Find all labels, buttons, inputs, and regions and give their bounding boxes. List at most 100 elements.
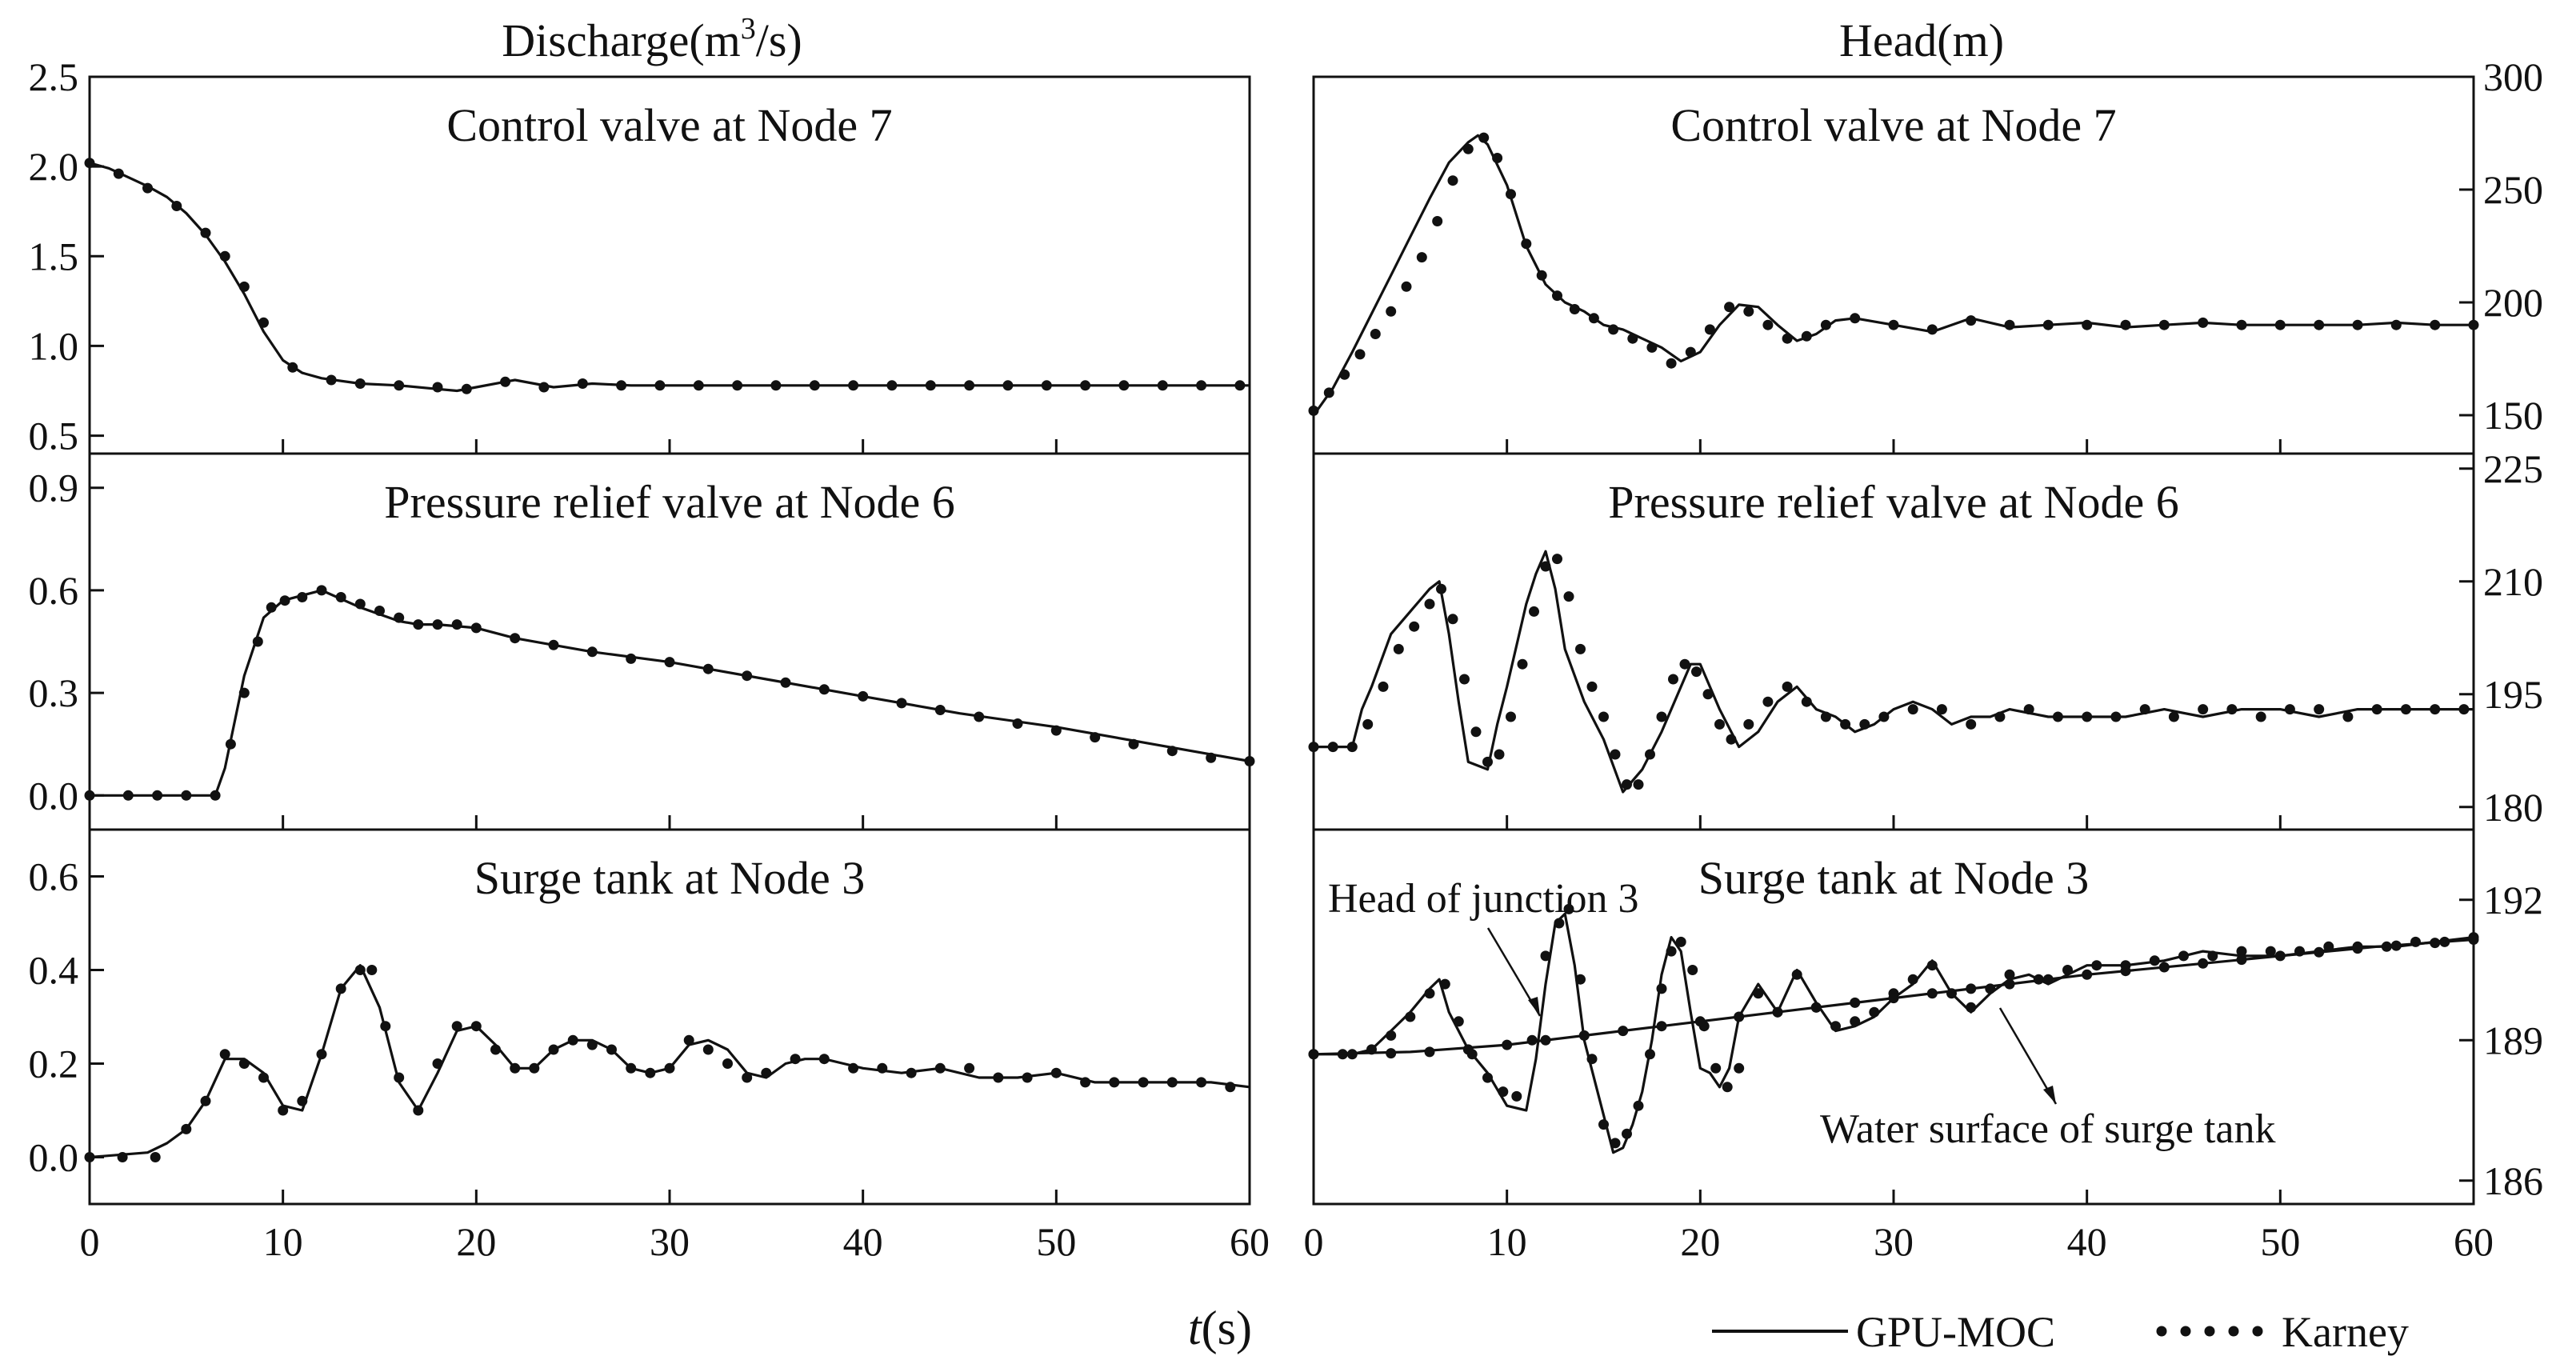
- data-point: [1386, 1030, 1397, 1041]
- data-point: [1966, 718, 1977, 730]
- data-point: [1012, 718, 1023, 729]
- data-point: [1462, 143, 1474, 154]
- data-point: [1668, 674, 1678, 685]
- data-point: [1354, 349, 1366, 360]
- y-tick-label: 0.0: [29, 773, 79, 818]
- data-point: [1090, 732, 1101, 743]
- data-point: [2207, 950, 2218, 962]
- data-point: [2236, 319, 2247, 330]
- annotation-arrowhead: [1528, 997, 1540, 1016]
- panel-head-relief-valve: Pressure relief valve at Node 6 180 195 210…: [1308, 446, 2543, 831]
- data-point: [2198, 704, 2209, 715]
- data-point: [742, 670, 753, 682]
- data-point: [974, 711, 985, 722]
- x-axis-label-unit: (s): [1202, 1302, 1252, 1354]
- data-point: [279, 595, 290, 606]
- data-point: [1850, 997, 1861, 1008]
- data-point: [1554, 918, 1565, 929]
- data-point: [84, 790, 95, 801]
- data-point: [1926, 988, 1938, 999]
- data-point: [84, 1152, 95, 1162]
- data-point: [993, 1072, 1004, 1083]
- data-point: [200, 1095, 211, 1106]
- data-point: [1109, 1077, 1120, 1088]
- data-point: [1050, 725, 1062, 736]
- data-point: [1850, 1016, 1861, 1027]
- data-point: [258, 1072, 269, 1083]
- data-point: [1521, 238, 1532, 250]
- data-point: [266, 602, 277, 613]
- data-point: [2468, 319, 2479, 330]
- data-point: [1578, 1030, 1590, 1041]
- y-tick-label: 2.0: [29, 144, 79, 189]
- series-karney: [1308, 132, 2479, 416]
- series-line: [90, 589, 1250, 797]
- data-point: [2314, 946, 2325, 958]
- data-point: [1633, 779, 1644, 790]
- data-point: [238, 687, 250, 698]
- data-point: [809, 380, 820, 391]
- data-point: [461, 383, 472, 394]
- data-point: [2178, 950, 2189, 962]
- data-point: [1502, 1039, 1513, 1050]
- data-point: [770, 380, 782, 391]
- data-point: [432, 382, 443, 393]
- data-point: [1633, 1100, 1644, 1111]
- data-point: [2410, 936, 2421, 947]
- data-point: [538, 382, 550, 393]
- data-point: [219, 250, 230, 262]
- data-point: [287, 362, 298, 373]
- data-point: [683, 1034, 694, 1046]
- data-point: [2390, 940, 2402, 951]
- x-tick-label: 50: [2260, 1219, 2300, 1264]
- data-point: [1907, 704, 1918, 715]
- data-point: [2458, 704, 2470, 715]
- data-point: [258, 317, 269, 328]
- data-point: [1478, 132, 1490, 143]
- y-tick-label: 300: [2483, 54, 2543, 99]
- left-title-suffix: /s): [756, 14, 802, 66]
- data-point: [606, 1044, 617, 1055]
- data-point: [510, 633, 521, 644]
- data-point: [1878, 711, 1890, 722]
- data-point: [490, 1044, 501, 1055]
- panel-title: Pressure relief valve at Node 6: [1608, 476, 2178, 528]
- data-point: [2139, 704, 2150, 715]
- data-point: [1907, 974, 1918, 985]
- y-tick-label: 2.5: [29, 54, 79, 99]
- data-point: [1610, 749, 1621, 760]
- series-water-surface-of-surge-tank-karney: [1308, 934, 2479, 1060]
- y-tick-label: 250: [2483, 167, 2543, 212]
- data-point: [2004, 319, 2015, 330]
- data-point: [1772, 1006, 1783, 1018]
- data-point: [84, 158, 95, 169]
- data-point: [117, 1152, 128, 1162]
- data-point: [818, 1054, 830, 1065]
- data-point: [1506, 711, 1516, 722]
- data-point: [1691, 666, 1702, 678]
- data-point: [2110, 711, 2122, 722]
- data-point: [1128, 738, 1139, 750]
- data-point: [1393, 643, 1404, 654]
- data-point: [2314, 704, 2325, 715]
- data-point: [2158, 962, 2170, 973]
- data-point: [1966, 315, 1977, 326]
- data-point: [2430, 319, 2441, 330]
- data-point: [1453, 1016, 1464, 1027]
- x-tick-label: 40: [2067, 1219, 2107, 1264]
- x-tick-label: 60: [1230, 1219, 1270, 1264]
- x-tick-label: 30: [1874, 1219, 1914, 1264]
- data-point: [1002, 380, 1014, 391]
- data-point: [1610, 1138, 1621, 1149]
- data-point: [2274, 319, 2286, 330]
- data-point: [1645, 1049, 1655, 1060]
- data-point: [693, 380, 704, 391]
- data-point: [645, 1067, 656, 1078]
- data-point: [500, 376, 511, 387]
- legend-gpu-label: GPU-MOC: [1856, 1308, 2055, 1356]
- series-gpu-moc: [89, 964, 1250, 1159]
- data-point: [316, 585, 327, 596]
- data-point: [2168, 711, 2179, 722]
- data-point: [366, 965, 378, 975]
